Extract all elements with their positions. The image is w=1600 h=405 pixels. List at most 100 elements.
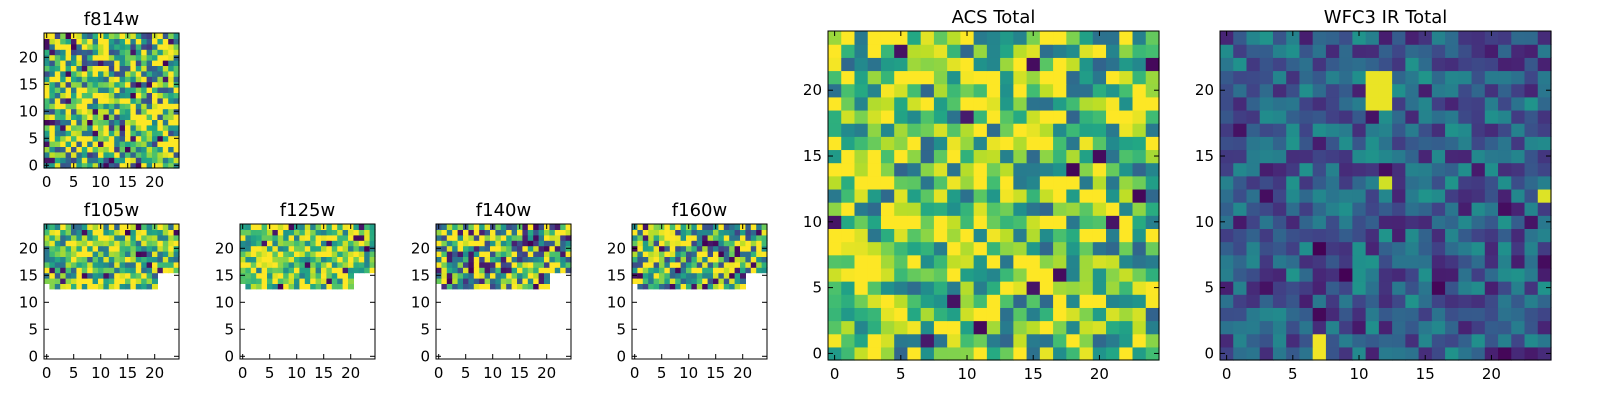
heatmap-cell bbox=[125, 60, 131, 66]
heatmap-cell bbox=[1365, 175, 1380, 190]
heatmap-cell bbox=[723, 256, 730, 263]
heatmap-cell bbox=[54, 97, 61, 104]
heatmap-cell bbox=[92, 108, 99, 115]
heatmap-cell bbox=[54, 124, 61, 131]
heatmap-cell bbox=[65, 256, 72, 263]
heatmap-cell bbox=[495, 234, 502, 241]
heatmap-cell bbox=[867, 241, 882, 256]
heatmap-cell bbox=[986, 188, 1001, 203]
heatmap-cell bbox=[92, 146, 99, 153]
heatmap-cell bbox=[506, 272, 513, 279]
heatmap-cell bbox=[1537, 202, 1552, 216]
heatmap-cell bbox=[1339, 294, 1353, 308]
heatmap-cell bbox=[65, 60, 72, 66]
heatmap-cell bbox=[1458, 215, 1473, 229]
heatmap-cell bbox=[1378, 109, 1393, 124]
heatmap-cell bbox=[267, 272, 273, 279]
heatmap-cell bbox=[960, 175, 975, 190]
heatmap-cell bbox=[653, 245, 660, 252]
heatmap-cell bbox=[364, 234, 371, 241]
heatmap-cell bbox=[369, 224, 376, 230]
heatmap-cell bbox=[1259, 70, 1274, 85]
heatmap-cell bbox=[1378, 202, 1393, 216]
y-tick-label: 5 bbox=[1204, 279, 1214, 297]
heatmap-cell bbox=[533, 229, 540, 236]
heatmap-cell bbox=[162, 33, 169, 39]
heatmap-cell bbox=[162, 38, 169, 45]
heatmap-cell bbox=[441, 272, 448, 279]
heatmap-cell bbox=[1471, 346, 1486, 361]
heatmap-cell bbox=[729, 234, 736, 241]
heatmap-cell bbox=[152, 283, 158, 290]
heatmap-cell bbox=[880, 241, 895, 256]
heatmap-cell bbox=[44, 114, 50, 120]
heatmap-cell bbox=[348, 251, 354, 257]
heatmap-cell bbox=[1026, 31, 1041, 45]
heatmap-cell bbox=[947, 202, 961, 216]
heatmap-cell bbox=[288, 245, 295, 252]
heatmap-cell bbox=[517, 272, 523, 279]
heatmap-cell bbox=[157, 146, 164, 153]
heatmap-cell bbox=[1106, 346, 1120, 361]
heatmap-cell bbox=[1026, 136, 1041, 151]
heatmap-cell bbox=[1026, 346, 1041, 361]
heatmap-cell bbox=[973, 44, 988, 58]
heatmap-cell bbox=[364, 261, 371, 268]
heatmap-cell bbox=[517, 251, 523, 257]
heatmap-cell bbox=[648, 251, 655, 257]
heatmap-cell bbox=[87, 229, 94, 236]
heatmap-cell bbox=[1246, 136, 1261, 151]
heatmap-cell bbox=[1106, 162, 1120, 177]
heatmap-cell bbox=[973, 149, 988, 164]
heatmap-cell bbox=[1053, 320, 1067, 335]
heatmap-cell bbox=[538, 256, 545, 263]
heatmap-cell bbox=[723, 224, 730, 230]
heatmap-cell bbox=[256, 224, 263, 230]
heatmap-cell bbox=[119, 54, 126, 61]
heatmap-cell bbox=[1079, 228, 1094, 243]
heatmap-cell bbox=[87, 267, 94, 274]
heatmap-cell bbox=[664, 229, 671, 236]
heatmap-cell bbox=[81, 224, 88, 230]
heatmap-cell bbox=[1286, 254, 1301, 269]
heatmap-cell bbox=[49, 224, 56, 230]
heatmap-cell bbox=[1431, 228, 1446, 243]
heatmap-cell bbox=[130, 141, 137, 147]
heatmap-cell bbox=[1039, 215, 1054, 229]
heatmap-cell bbox=[1511, 149, 1526, 164]
heatmap-cell bbox=[648, 272, 655, 279]
heatmap-cell bbox=[135, 65, 142, 72]
heatmap-cell bbox=[1000, 202, 1014, 216]
heatmap-cell bbox=[648, 245, 655, 252]
heatmap-cell bbox=[1259, 320, 1274, 335]
heatmap-cell bbox=[272, 283, 279, 290]
heatmap-cell bbox=[1220, 162, 1234, 177]
heatmap-cell bbox=[696, 256, 703, 263]
heatmap-cell bbox=[544, 234, 550, 241]
chart-title: WFC3 IR Total bbox=[1324, 7, 1447, 28]
heatmap-cell bbox=[1079, 333, 1094, 348]
heatmap-cell bbox=[1431, 333, 1446, 348]
heatmap-cell bbox=[468, 229, 475, 236]
heatmap-cell bbox=[1325, 202, 1340, 216]
y-tick-label: 0 bbox=[1204, 344, 1214, 362]
heatmap-cell bbox=[659, 283, 665, 290]
heatmap-cell bbox=[173, 60, 180, 66]
heatmap-cell bbox=[473, 256, 480, 263]
heatmap-cell bbox=[1132, 228, 1147, 243]
heatmap-cell bbox=[103, 267, 110, 274]
heatmap-cell bbox=[168, 135, 175, 142]
heatmap-cell bbox=[1511, 109, 1526, 124]
heatmap-cell bbox=[1132, 202, 1147, 216]
heatmap-cell bbox=[973, 228, 988, 243]
heatmap-cell bbox=[452, 261, 459, 268]
heatmap-cell bbox=[880, 83, 895, 98]
heatmap-cell bbox=[1106, 241, 1120, 256]
heatmap-cell bbox=[358, 256, 365, 263]
heatmap-cell bbox=[119, 251, 126, 257]
heatmap-cell bbox=[87, 38, 94, 45]
heatmap-cell bbox=[756, 267, 763, 274]
heatmap-cell bbox=[1013, 96, 1028, 111]
heatmap-cell bbox=[1312, 83, 1327, 98]
heatmap-cell bbox=[103, 54, 110, 61]
